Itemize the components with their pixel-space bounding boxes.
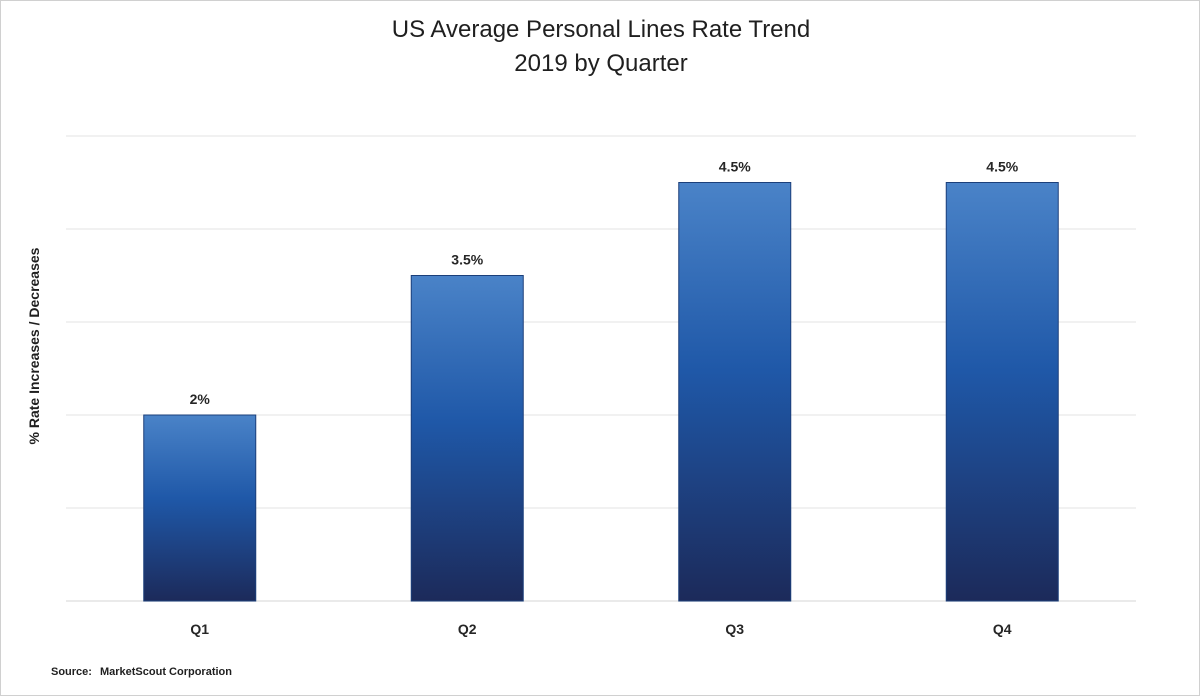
data-labels: 2% 3.5% 4.5% 4.5%: [190, 159, 1019, 408]
chart-title: US Average Personal Lines Rate Trend: [391, 16, 811, 43]
x-tick-label-q2: Q2: [458, 621, 477, 637]
y-axis-label: % Rate Increases / Decreases: [26, 247, 42, 445]
chart-title-block: US Average Personal Lines Rate Trend 201…: [1, 13, 1200, 81]
data-label-q4: 4.5%: [986, 159, 1018, 175]
x-tick-label-q3: Q3: [725, 621, 744, 637]
data-label-q2: 3.5%: [451, 252, 483, 268]
bar-q1: [143, 414, 257, 602]
x-tick-labels: Q1 Q2 Q3 Q4: [190, 621, 1011, 637]
bar-q2: [410, 275, 524, 602]
bars: [143, 182, 1059, 602]
source-note: Source: MarketScout Corporation: [51, 666, 232, 678]
bar-q4: [945, 182, 1059, 602]
data-label-q3: 4.5%: [719, 159, 751, 175]
source-text: MarketScout Corporation: [99, 666, 232, 678]
bar-q3: [678, 182, 792, 602]
x-tick-label-q1: Q1: [190, 621, 209, 637]
source-label: Source:: [51, 666, 92, 678]
chart-subtitle: 2019 by Quarter: [514, 50, 688, 77]
x-tick-label-q4: Q4: [993, 621, 1012, 637]
data-label-q1: 2%: [190, 391, 211, 407]
